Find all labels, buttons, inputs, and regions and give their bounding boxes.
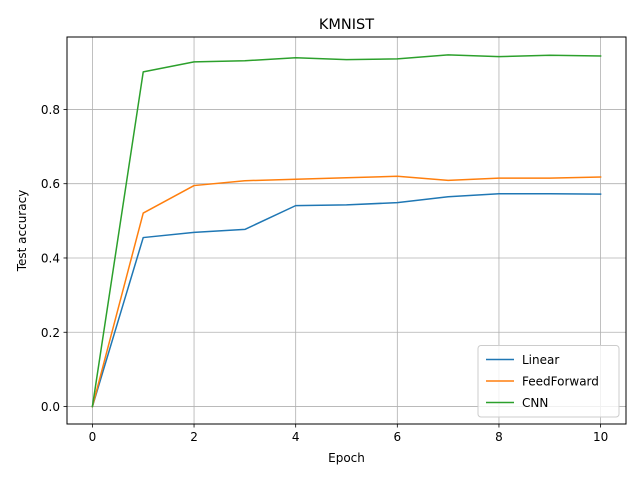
grid-lines bbox=[67, 37, 626, 424]
y-tick-label: 0.2 bbox=[41, 326, 60, 340]
chart-title: KMNIST bbox=[319, 17, 374, 33]
x-tick-label: 0 bbox=[89, 430, 97, 444]
x-tick-label: 8 bbox=[495, 430, 503, 444]
x-axis-ticks: 0 2 4 6 8 10 bbox=[89, 424, 608, 444]
series-line-cnn bbox=[91, 54, 602, 408]
y-tick-label: 0.4 bbox=[41, 251, 60, 265]
plot-area-frame bbox=[66, 36, 627, 425]
series-line-feedforward bbox=[91, 175, 602, 408]
x-tick-label: 10 bbox=[593, 430, 608, 444]
x-axis-label: Epoch bbox=[328, 451, 365, 465]
series-lines bbox=[91, 54, 602, 408]
legend-label-cnn: CNN bbox=[522, 396, 548, 410]
legend-label-linear: Linear bbox=[522, 353, 559, 367]
x-tick-label: 4 bbox=[292, 430, 300, 444]
y-axis-ticks: 0.0 0.2 0.4 0.6 0.8 bbox=[41, 103, 67, 414]
legend-label-feedforward: FeedForward bbox=[522, 375, 599, 389]
legend-box bbox=[477, 345, 620, 418]
y-axis-label: Test accuracy bbox=[15, 190, 29, 273]
legend: Linear FeedForward CNN bbox=[477, 345, 620, 418]
y-tick-label: 0.8 bbox=[41, 103, 60, 117]
y-tick-label: 0.6 bbox=[41, 177, 60, 191]
series-line-linear bbox=[91, 192, 602, 408]
y-tick-label: 0.0 bbox=[41, 400, 60, 414]
x-tick-label: 6 bbox=[393, 430, 401, 444]
x-tick-label: 2 bbox=[190, 430, 198, 444]
